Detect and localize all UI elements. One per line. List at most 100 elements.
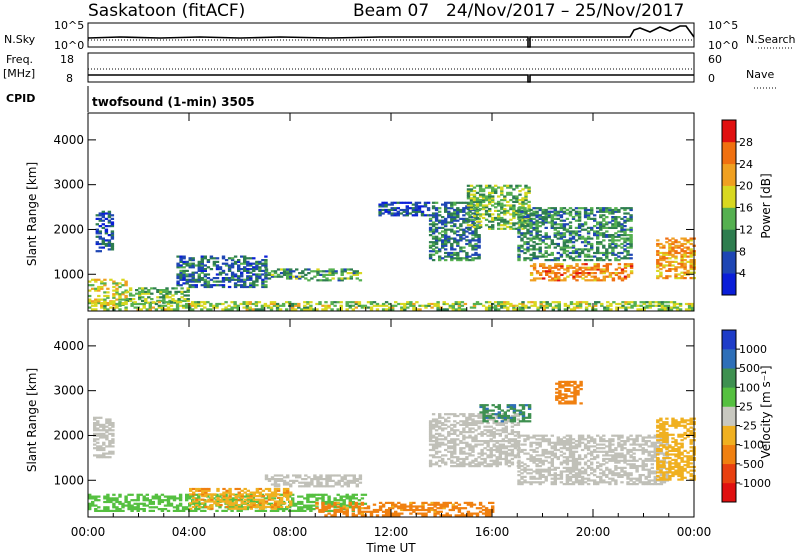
power-cell [518, 190, 522, 193]
velocity-cell [495, 416, 499, 419]
power-cell [434, 237, 439, 240]
velocity-cell [139, 508, 143, 511]
power-cell [286, 275, 290, 278]
power-cell [544, 214, 548, 217]
power-cell [629, 263, 634, 266]
velocity-cell [237, 504, 241, 507]
power-cell [448, 306, 452, 309]
power-cell [629, 216, 633, 219]
power-cell [263, 302, 268, 306]
power-cell [466, 193, 471, 196]
velocity-cell [492, 436, 496, 439]
power-cell [494, 206, 498, 209]
power-cell [275, 302, 280, 306]
power-cell [95, 223, 99, 226]
power-cell [254, 304, 259, 307]
power-cell [321, 304, 325, 307]
power-cell [617, 210, 621, 213]
velocity-cell [507, 452, 512, 455]
power-cell [568, 234, 573, 237]
power-cell [411, 207, 416, 210]
power-cell [442, 301, 446, 304]
velocity-cell [358, 478, 363, 481]
velocity-cell [468, 414, 472, 418]
power-cell [450, 203, 454, 206]
power-echo-region [264, 268, 363, 282]
power-cell [620, 225, 624, 228]
velocity-cell [222, 493, 226, 496]
power-cell [497, 227, 501, 230]
velocity-echo-region [93, 416, 115, 459]
velocity-cell [477, 452, 481, 455]
power-cell [411, 208, 416, 212]
velocity-cell [465, 456, 469, 459]
power-cell [611, 250, 615, 253]
velocity-cell [465, 420, 469, 423]
velocity-cell [442, 514, 446, 517]
power-cell [100, 298, 104, 301]
power-cell [246, 278, 250, 281]
velocity-cell [466, 501, 471, 504]
velocity-cell [468, 429, 472, 432]
power-cell [583, 223, 588, 226]
power-cell [200, 308, 204, 311]
power-cell [243, 268, 247, 271]
velocity-cell [459, 431, 463, 434]
power-cell [107, 219, 112, 222]
velocity-cell [434, 420, 439, 423]
power-cell [258, 269, 262, 272]
velocity-cell [550, 452, 554, 455]
velocity-cell [541, 468, 545, 471]
power-cell [224, 308, 228, 311]
velocity-cell [468, 413, 472, 416]
power-cell [563, 268, 567, 271]
velocity-cell [553, 466, 557, 469]
velocity-cell [160, 508, 165, 511]
power-cell [450, 212, 454, 215]
velocity-cell [488, 510, 492, 513]
velocity-cell [321, 499, 325, 502]
velocity-cell [108, 429, 112, 432]
power-cell [224, 278, 229, 281]
velocity-cell [509, 405, 514, 409]
power-cell [523, 248, 527, 251]
power-cell [659, 259, 663, 262]
velocity-cell [498, 448, 502, 452]
power-cell [500, 302, 504, 306]
velocity-cell [433, 505, 437, 508]
velocity-cell [565, 447, 570, 450]
velocity-cell [460, 507, 465, 510]
power-cell [574, 251, 579, 255]
power-cell [671, 248, 675, 251]
power-cell [179, 266, 183, 269]
velocity-cell [483, 457, 487, 461]
power-cell [512, 308, 516, 311]
velocity-cell [504, 422, 508, 425]
power-colorbar-swatch [722, 185, 736, 208]
power-cell [596, 237, 600, 240]
velocity-cell [463, 514, 468, 517]
velocity-cell [276, 479, 281, 482]
power-cell [500, 304, 504, 307]
power-cell [614, 239, 618, 242]
power-cell [109, 306, 113, 309]
velocity-cell [188, 509, 192, 512]
power-cell [264, 262, 268, 265]
power-cell [447, 214, 451, 217]
power-cell [243, 285, 247, 289]
power-cell [233, 284, 238, 287]
power-cell [281, 302, 286, 306]
power-cell [624, 308, 628, 311]
velocity-cell [541, 454, 545, 457]
velocity-cell [553, 474, 557, 477]
power-cell [559, 225, 564, 228]
power-cell [141, 299, 145, 302]
velocity-cell [363, 502, 368, 505]
velocity-cell [219, 493, 223, 496]
velocity-cell [366, 507, 371, 510]
power-cell [463, 302, 468, 306]
velocity-cell [227, 506, 231, 509]
velocity-cell [222, 491, 226, 494]
velocity-cell [469, 503, 474, 506]
power-cell [659, 271, 663, 274]
